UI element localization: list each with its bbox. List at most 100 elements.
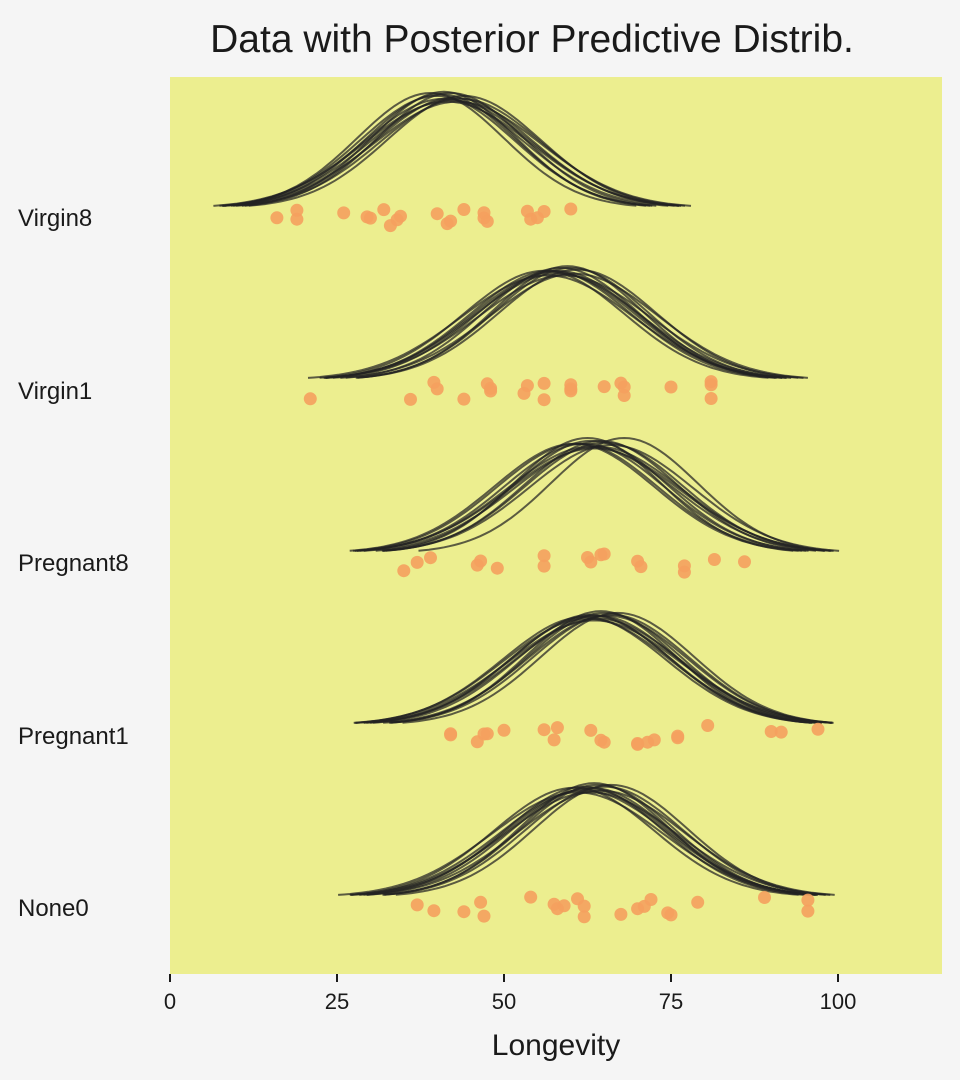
- data-point: [404, 392, 417, 406]
- data-point: [444, 214, 458, 228]
- posterior-curve: [383, 785, 825, 896]
- data-point: [707, 553, 721, 566]
- data-point: [520, 379, 534, 393]
- data-point: [774, 725, 788, 739]
- y-tick-label: Virgin1: [18, 378, 92, 405]
- data-point: [557, 899, 571, 913]
- data-point: [564, 202, 578, 216]
- data-point: [614, 907, 628, 921]
- data-point: [484, 384, 498, 398]
- x-tick-label: 0: [164, 989, 176, 1014]
- data-point: [547, 733, 561, 747]
- data-point: [634, 560, 648, 574]
- data-point: [664, 908, 678, 922]
- data-point: [550, 721, 564, 735]
- data-point: [577, 910, 591, 924]
- data-point: [644, 893, 658, 906]
- data-point: [444, 727, 458, 741]
- data-point: [584, 555, 598, 569]
- data-point: [430, 207, 444, 221]
- data-point: [597, 547, 611, 561]
- data-point: [537, 376, 551, 390]
- posterior-curve: [351, 791, 831, 896]
- posterior-curve: [363, 785, 805, 896]
- data-point: [430, 382, 444, 396]
- y-tick-labels: Virgin8 Virgin1 Pregnant8 Pregnant1 None0: [18, 205, 129, 922]
- data-point: [303, 392, 317, 406]
- data-point: [691, 895, 705, 909]
- x-axis-label: Longevity: [492, 1029, 620, 1062]
- data-point: [537, 549, 551, 563]
- data-point: [704, 392, 718, 405]
- data-point: [704, 378, 718, 392]
- data-point: [490, 561, 504, 575]
- x-axis: 0 25 50 75 100: [164, 974, 856, 1014]
- data-point: [477, 909, 491, 923]
- data-point: [410, 898, 424, 912]
- data-point: [631, 737, 645, 750]
- data-point: [394, 209, 407, 223]
- posterior-curve: [349, 442, 799, 552]
- data-point: [537, 205, 551, 218]
- data-point: [584, 723, 598, 737]
- posterior-curve: [356, 445, 825, 552]
- data-point: [597, 380, 611, 394]
- posterior-curve: [222, 98, 679, 207]
- data-point: [363, 211, 377, 225]
- data-point: [427, 904, 441, 918]
- data-point: [424, 551, 437, 565]
- y-tick-label: Pregnant8: [18, 550, 129, 577]
- data-point: [337, 206, 351, 220]
- posterior-curves: [213, 90, 840, 896]
- data-point: [701, 719, 715, 732]
- data-point: [677, 565, 691, 579]
- y-tick-label: Pregnant1: [18, 723, 129, 750]
- posterior-curve: [370, 613, 812, 724]
- posterior-curve: [384, 782, 804, 896]
- data-point: [270, 211, 284, 225]
- data-points: [270, 202, 825, 924]
- data-point: [758, 891, 771, 904]
- posterior-curve: [402, 611, 833, 724]
- data-point: [564, 384, 578, 398]
- data-point: [617, 380, 631, 394]
- data-point: [457, 905, 471, 919]
- data-point: [480, 214, 494, 228]
- x-tick-label: 25: [325, 989, 349, 1014]
- data-point: [410, 555, 424, 569]
- data-point: [647, 733, 661, 747]
- x-tick-label: 50: [492, 989, 516, 1014]
- x-tick-label: 75: [659, 989, 683, 1014]
- data-point: [738, 555, 751, 569]
- data-point: [537, 723, 551, 737]
- data-point: [811, 722, 825, 736]
- data-point: [290, 212, 304, 226]
- data-point: [524, 890, 538, 904]
- data-point: [801, 904, 815, 918]
- data-point: [474, 554, 488, 568]
- data-point: [577, 899, 591, 913]
- data-point: [537, 559, 551, 573]
- data-point: [664, 380, 678, 394]
- data-point: [671, 729, 685, 743]
- chart-title: Data with Posterior Predictive Distrib.: [210, 18, 854, 61]
- posterior-curve: [236, 97, 686, 207]
- y-tick-label: Virgin8: [18, 205, 92, 232]
- posterior-curve: [381, 436, 794, 552]
- data-point: [397, 564, 411, 578]
- data-point: [537, 393, 551, 407]
- data-point: [764, 725, 778, 738]
- data-point: [801, 893, 815, 907]
- posterior-curve: [353, 617, 822, 724]
- data-point: [377, 203, 391, 217]
- posterior-curve: [395, 783, 827, 896]
- posterior-curve: [332, 269, 782, 379]
- plot-area: [170, 77, 942, 974]
- data-point: [290, 203, 304, 217]
- data-point: [480, 727, 494, 741]
- x-tick-label: 100: [820, 989, 857, 1014]
- data-point: [597, 735, 611, 749]
- data-point: [497, 723, 511, 737]
- posterior-curve: [241, 90, 646, 207]
